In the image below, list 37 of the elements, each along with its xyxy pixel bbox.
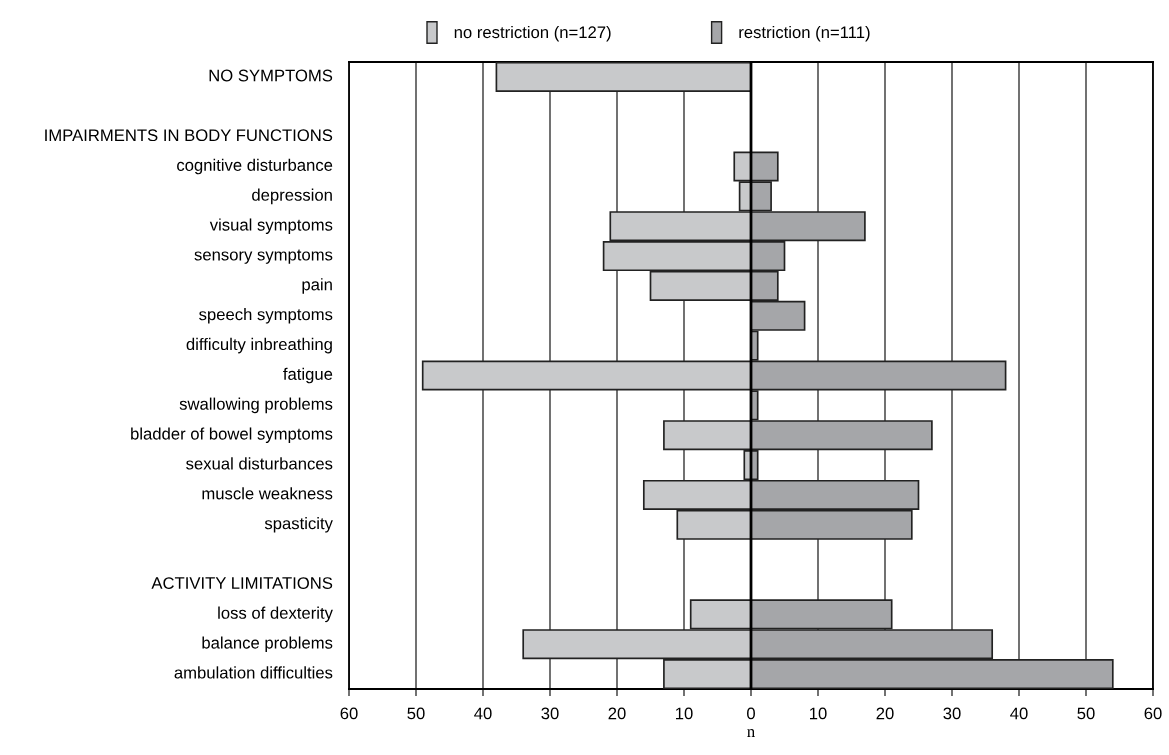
y-tick-label: sensory symptoms — [194, 249, 333, 264]
x-tick-label: 20 — [608, 707, 626, 720]
legend-label: no restriction (n=127) — [454, 25, 611, 42]
x-tick-label: 0 — [747, 707, 755, 720]
bar — [421, 360, 752, 391]
y-tick-label: sexual disturbances — [186, 457, 333, 470]
y-tick-label: speech symptoms — [199, 308, 333, 324]
x-tick-label: 40 — [1010, 707, 1028, 720]
x-tick-label: 10 — [676, 707, 693, 720]
y-tick-label: pain — [302, 278, 332, 294]
x-tick-label: 30 — [943, 707, 961, 720]
y-tick-label: IMPAIRMENTS IN BODY FUNCTIONS — [45, 129, 333, 142]
x-tick-label: 50 — [1077, 707, 1095, 720]
y-tick-label: NO SYMPTOMS — [209, 69, 333, 82]
y-tick-label: cognitive disturbance — [177, 158, 333, 175]
x-tick-label: 60 — [340, 707, 358, 720]
y-tick-label: visual symptoms — [209, 218, 333, 234]
x-axis-title: n — [747, 729, 755, 737]
y-tick-label: balance problems — [202, 636, 333, 652]
y-tick-label: depression — [252, 188, 332, 205]
y-tick-label: muscle weakness — [202, 487, 333, 500]
y-tick-label: fatigue — [283, 367, 333, 384]
legend-label: restriction (n=111) — [739, 25, 870, 42]
x-tick-label: 10 — [810, 707, 827, 720]
y-tick-label: ACTIVITY LIMITATIONS — [151, 577, 333, 589]
bar — [495, 62, 752, 92]
x-tick-label: 30 — [541, 707, 559, 720]
x-tick-label: 20 — [876, 707, 894, 720]
x-tick-label: 60 — [1144, 707, 1162, 720]
x-tick-label: 40 — [474, 707, 492, 720]
y-tick-label: spasticity — [264, 517, 333, 533]
y-tick-label: loss of dexterity — [218, 606, 333, 623]
y-tick-label: bladder of bowel symptoms — [131, 427, 333, 443]
y-tick-label: swallowing problems — [179, 397, 333, 414]
x-tick-label: 50 — [407, 707, 425, 720]
y-tick-label: ambulation difficulties — [174, 666, 333, 679]
y-tick-label: difficulty inbreathing — [186, 337, 332, 354]
